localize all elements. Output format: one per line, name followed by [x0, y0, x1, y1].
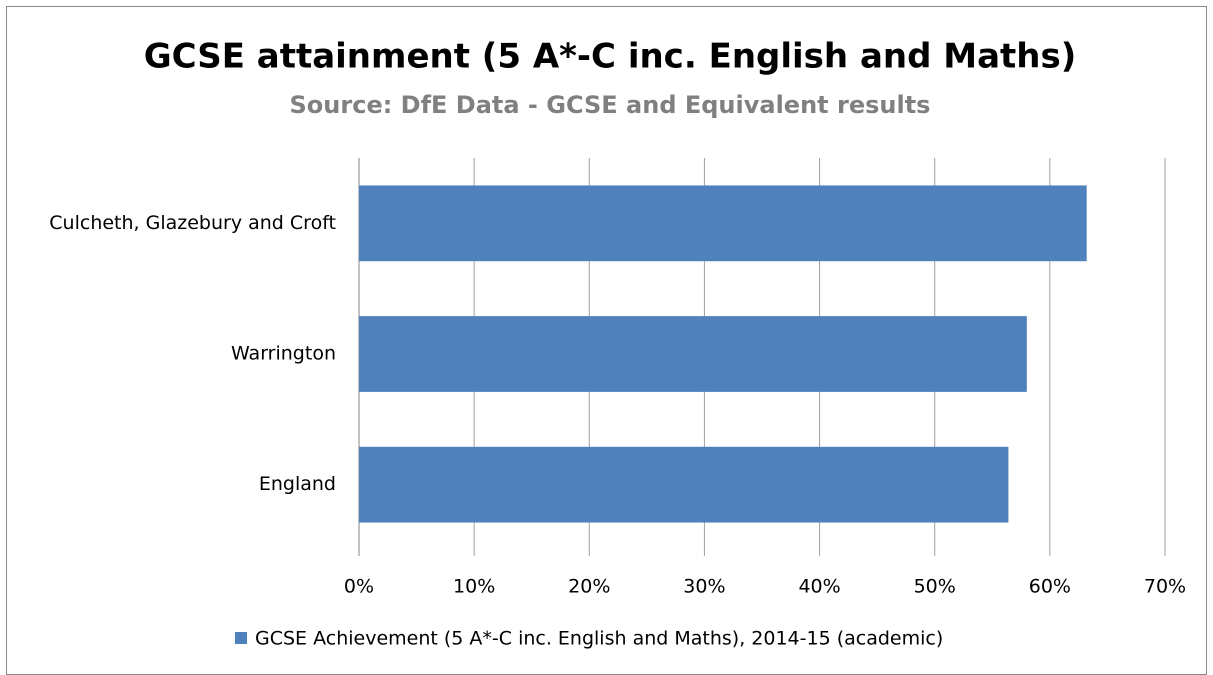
- y-tick-label: Warrington: [231, 343, 336, 365]
- x-tick-label: 50%: [914, 576, 956, 598]
- chart-subtitle: Source: DfE Data - GCSE and Equivalent r…: [290, 91, 931, 119]
- legend-label: GCSE Achievement (5 A*-C inc. English an…: [255, 628, 943, 650]
- bar: [359, 446, 1009, 523]
- x-tick-label: 0%: [344, 576, 374, 598]
- x-tick-label: 10%: [453, 576, 495, 598]
- bar: [359, 316, 1027, 392]
- y-tick-label: Culcheth, Glazebury and Croft: [49, 212, 336, 234]
- x-tick-label: 20%: [568, 576, 610, 598]
- chart-title: GCSE attainment (5 A*-C inc. English and…: [144, 37, 1077, 77]
- x-tick-label: 70%: [1144, 576, 1186, 598]
- legend-swatch: [235, 632, 247, 644]
- x-tick-label: 40%: [798, 576, 840, 598]
- bar: [359, 185, 1087, 262]
- x-tick-label: 30%: [683, 576, 725, 598]
- x-tick-label: 60%: [1029, 576, 1071, 598]
- y-tick-label: England: [259, 473, 336, 495]
